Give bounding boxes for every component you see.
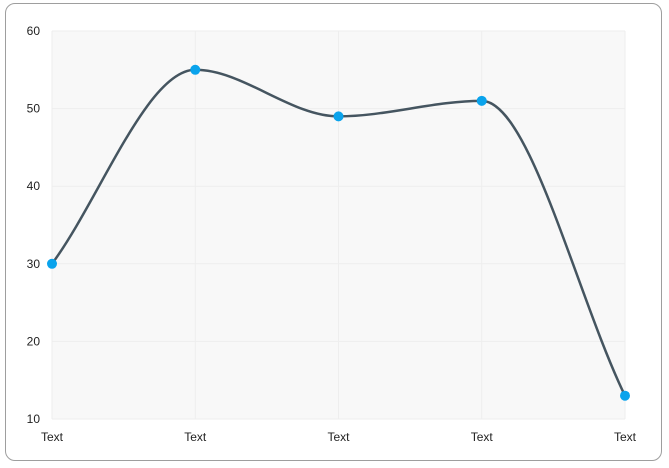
y-tick-label: 60	[27, 24, 41, 38]
y-tick-label: 30	[27, 257, 41, 271]
x-axis: Text Text Text Text Text	[41, 430, 637, 444]
x-tick-label: Text	[184, 430, 207, 444]
data-point[interactable]	[620, 390, 630, 401]
x-tick-label: Text	[471, 430, 494, 444]
x-tick-label: Text	[327, 430, 350, 444]
y-tick-label: 10	[27, 412, 41, 426]
y-tick-label: 20	[27, 334, 41, 348]
data-point[interactable]	[333, 111, 344, 122]
data-points	[47, 64, 630, 401]
y-tick-label: 40	[27, 179, 41, 193]
x-tick-label: Text	[41, 430, 64, 444]
data-point[interactable]	[476, 95, 487, 106]
x-tick-label: Text	[614, 430, 637, 444]
data-point[interactable]	[190, 64, 201, 75]
y-tick-label: 50	[27, 102, 41, 116]
grid-lines	[51, 30, 626, 420]
y-axis: 10 20 30 40 50 60	[27, 24, 41, 426]
data-point[interactable]	[47, 258, 57, 269]
